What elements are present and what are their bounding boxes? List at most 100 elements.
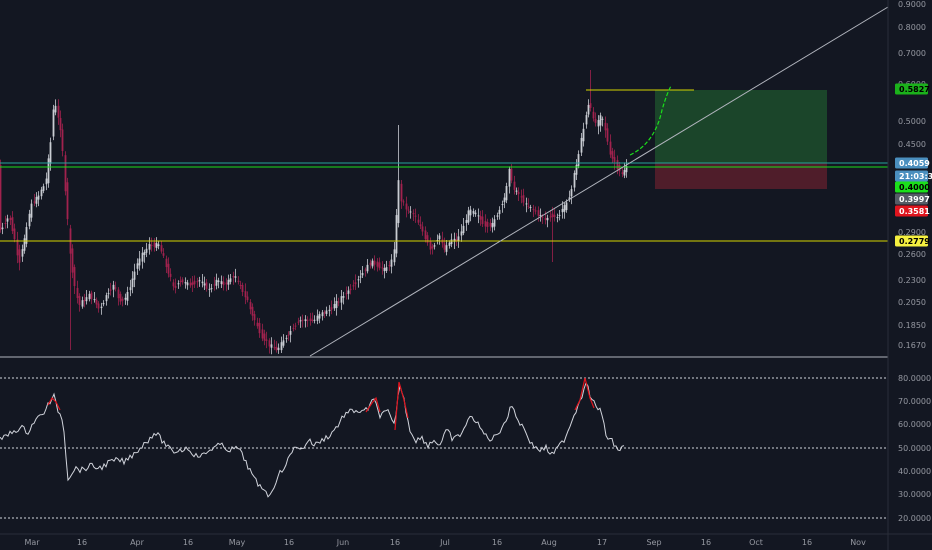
candle — [376, 258, 379, 272]
candle — [412, 209, 415, 222]
candle-body — [119, 293, 122, 302]
candle-body — [18, 249, 21, 263]
candle-body — [457, 236, 460, 242]
candle-body — [484, 221, 487, 227]
candle — [112, 280, 115, 298]
candle-body — [126, 291, 129, 301]
time-tick-label: Apr — [130, 538, 145, 547]
candle — [160, 241, 163, 254]
candle-body — [95, 299, 98, 305]
rsi-tick-label: 70.0000 — [898, 397, 931, 406]
candle-body — [330, 307, 333, 310]
candle-body — [81, 300, 84, 307]
candle — [97, 301, 100, 313]
candle-body — [64, 155, 67, 192]
candle — [268, 338, 271, 354]
candle — [594, 112, 597, 127]
candle-body — [234, 276, 237, 278]
candle-body — [563, 205, 566, 212]
candle — [426, 232, 429, 246]
candle — [138, 251, 141, 271]
candle-body — [505, 186, 508, 201]
candle-body — [150, 244, 153, 246]
candle-body — [47, 158, 50, 184]
candle-body — [400, 183, 403, 202]
candle — [52, 104, 55, 141]
candle-body — [73, 267, 76, 287]
candle — [522, 188, 525, 207]
candle — [208, 283, 211, 297]
candle — [342, 291, 345, 305]
price-badge-bg — [895, 170, 928, 182]
candle — [256, 317, 259, 329]
candle-body — [553, 214, 556, 217]
candle — [431, 243, 434, 255]
candle-body — [35, 196, 38, 204]
candle — [405, 196, 408, 218]
rsi-pane[interactable] — [0, 377, 888, 519]
candle — [597, 115, 600, 135]
candle — [414, 208, 417, 223]
candle — [417, 214, 420, 225]
candle-body — [345, 293, 348, 295]
time-tick-label: Aug — [541, 538, 557, 547]
candle-body — [589, 103, 592, 108]
profit-zone[interactable] — [655, 90, 827, 163]
candle — [102, 300, 105, 307]
candle — [409, 206, 412, 219]
time-tick-label: 16 — [701, 538, 711, 547]
rsi-overbought-segment — [47, 397, 61, 411]
candle — [4, 215, 7, 229]
candle-body — [112, 284, 115, 290]
candle — [253, 310, 256, 326]
candle-body — [301, 319, 304, 321]
rsi-line — [0, 381, 625, 498]
candle-body — [40, 189, 43, 197]
candle — [489, 218, 492, 232]
candle — [321, 309, 324, 321]
long-position-tool[interactable] — [655, 90, 827, 189]
time-tick-label: Oct — [749, 538, 763, 547]
candle-body — [318, 313, 321, 319]
candle — [45, 172, 48, 191]
price-tick-label: 0.1670 — [898, 341, 926, 350]
candle — [623, 162, 626, 179]
candle-body — [383, 268, 386, 272]
candle-body — [409, 211, 412, 213]
candle — [462, 218, 465, 236]
candle — [445, 240, 448, 256]
candle — [150, 237, 153, 252]
price-badge: 0.4059 — [895, 157, 930, 169]
candle — [249, 299, 252, 315]
time-tick-label: 16 — [492, 538, 502, 547]
candle-body — [114, 287, 117, 289]
candle — [265, 331, 268, 349]
candle — [107, 288, 110, 299]
candle-body — [294, 325, 297, 327]
candle — [239, 280, 242, 290]
candle — [587, 99, 590, 118]
candle-body — [597, 120, 600, 127]
candle — [85, 289, 88, 305]
price-pane[interactable] — [0, 6, 889, 357]
candle — [419, 216, 422, 229]
candle — [393, 242, 396, 266]
time-axis[interactable]: Mar 16 Apr 16 May 16 Jun 16 Jul 16 Aug 17 Sep 16 Oct 16… — [0, 533, 932, 547]
candle-body — [138, 258, 141, 266]
candle-body — [587, 104, 590, 115]
candle — [549, 210, 552, 222]
price-badge-label: 0.4059 — [899, 159, 930, 168]
price-axis[interactable]: 0.90000.80000.70000.60000.50000.45000.40… — [887, 0, 932, 550]
projection-curve[interactable] — [629, 85, 672, 156]
candle — [133, 263, 136, 288]
candle-body — [541, 216, 544, 218]
ascending-trendline[interactable] — [309, 6, 889, 357]
candle-body — [565, 202, 568, 211]
candle-body — [333, 303, 336, 309]
candle — [481, 210, 484, 228]
candle-body — [609, 141, 612, 155]
candle — [577, 150, 580, 169]
candle-body — [30, 203, 33, 218]
candle — [126, 286, 129, 306]
